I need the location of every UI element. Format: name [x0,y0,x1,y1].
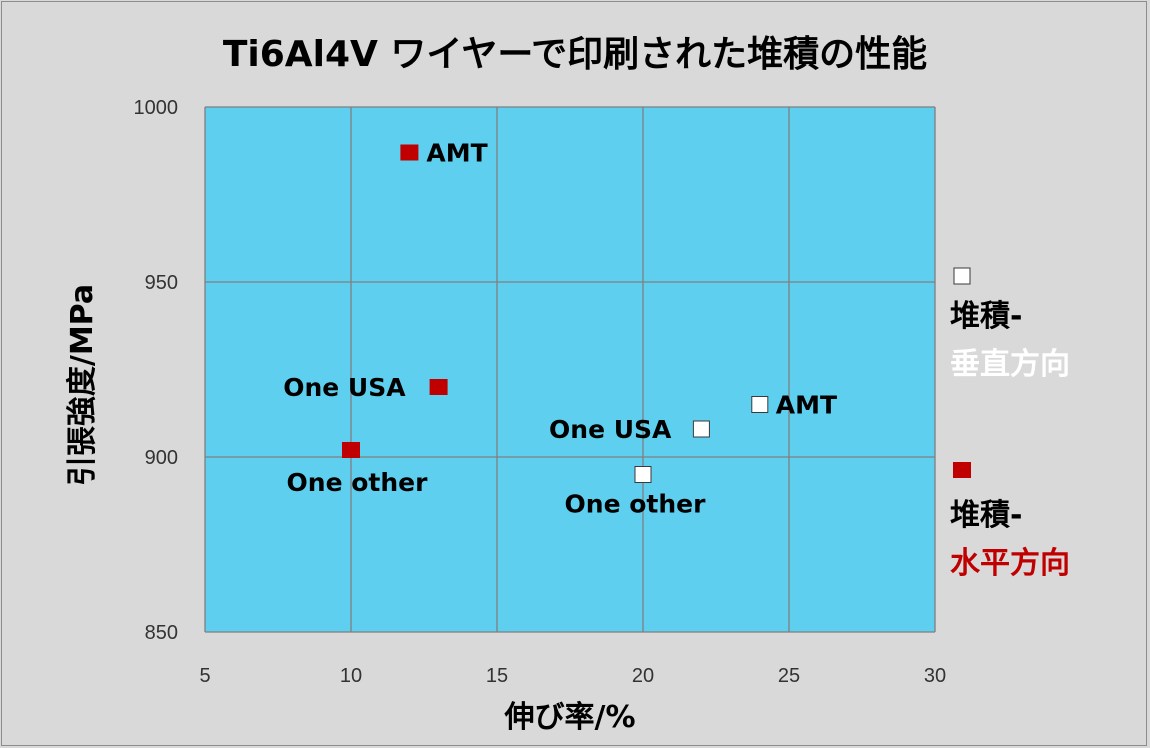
data-label: AMT [426,139,487,168]
data-label: One other [287,468,429,497]
vertical-data-point [692,420,710,438]
legend-label-line1: 堆積- [950,498,1022,533]
data-label: AMT [776,391,837,420]
vertical-data-point [634,466,652,483]
y-axis-label: 引張強度/MPa [65,284,100,486]
x-tick-label: 10 [340,665,362,687]
legend-marker-horizontal [953,462,971,478]
x-tick-label: 30 [924,665,946,687]
legend-marker-vertical [953,267,971,285]
y-tick-label: 850 [145,622,178,644]
horizontal-data-point [429,379,448,395]
legend-label-line2: 水平方向 [950,546,1070,581]
gridlines [204,106,936,633]
horizontal-data-point [400,144,419,161]
plot-area [205,107,935,632]
x-tick-label: 20 [632,665,654,687]
y-tick-label: 900 [145,447,178,469]
chart-title: Ti6Al4V ワイヤーで印刷された堆積の性能 [223,34,927,75]
vertical-data-point [751,396,769,413]
x-tick-label: 25 [778,665,800,687]
legend-label-line2: 垂直方向 [950,347,1070,382]
data-points: AMT One USA One other AMT One USA One other [283,139,837,519]
y-tick-label: 950 [145,272,178,294]
data-label: One USA [549,415,672,444]
x-tick-label: 15 [486,665,508,687]
data-label: One USA [283,373,406,402]
y-tick-label: 1000 [134,97,179,119]
horizontal-data-point [342,442,360,458]
tick-labels: 5 10 15 20 25 30 850 900 950 1000 [134,97,947,687]
data-label: One other [565,490,707,519]
legend-label-line1: 堆積- [950,299,1022,334]
x-axis-label: 伸び率/% [503,700,635,735]
x-tick-label: 5 [199,665,210,687]
